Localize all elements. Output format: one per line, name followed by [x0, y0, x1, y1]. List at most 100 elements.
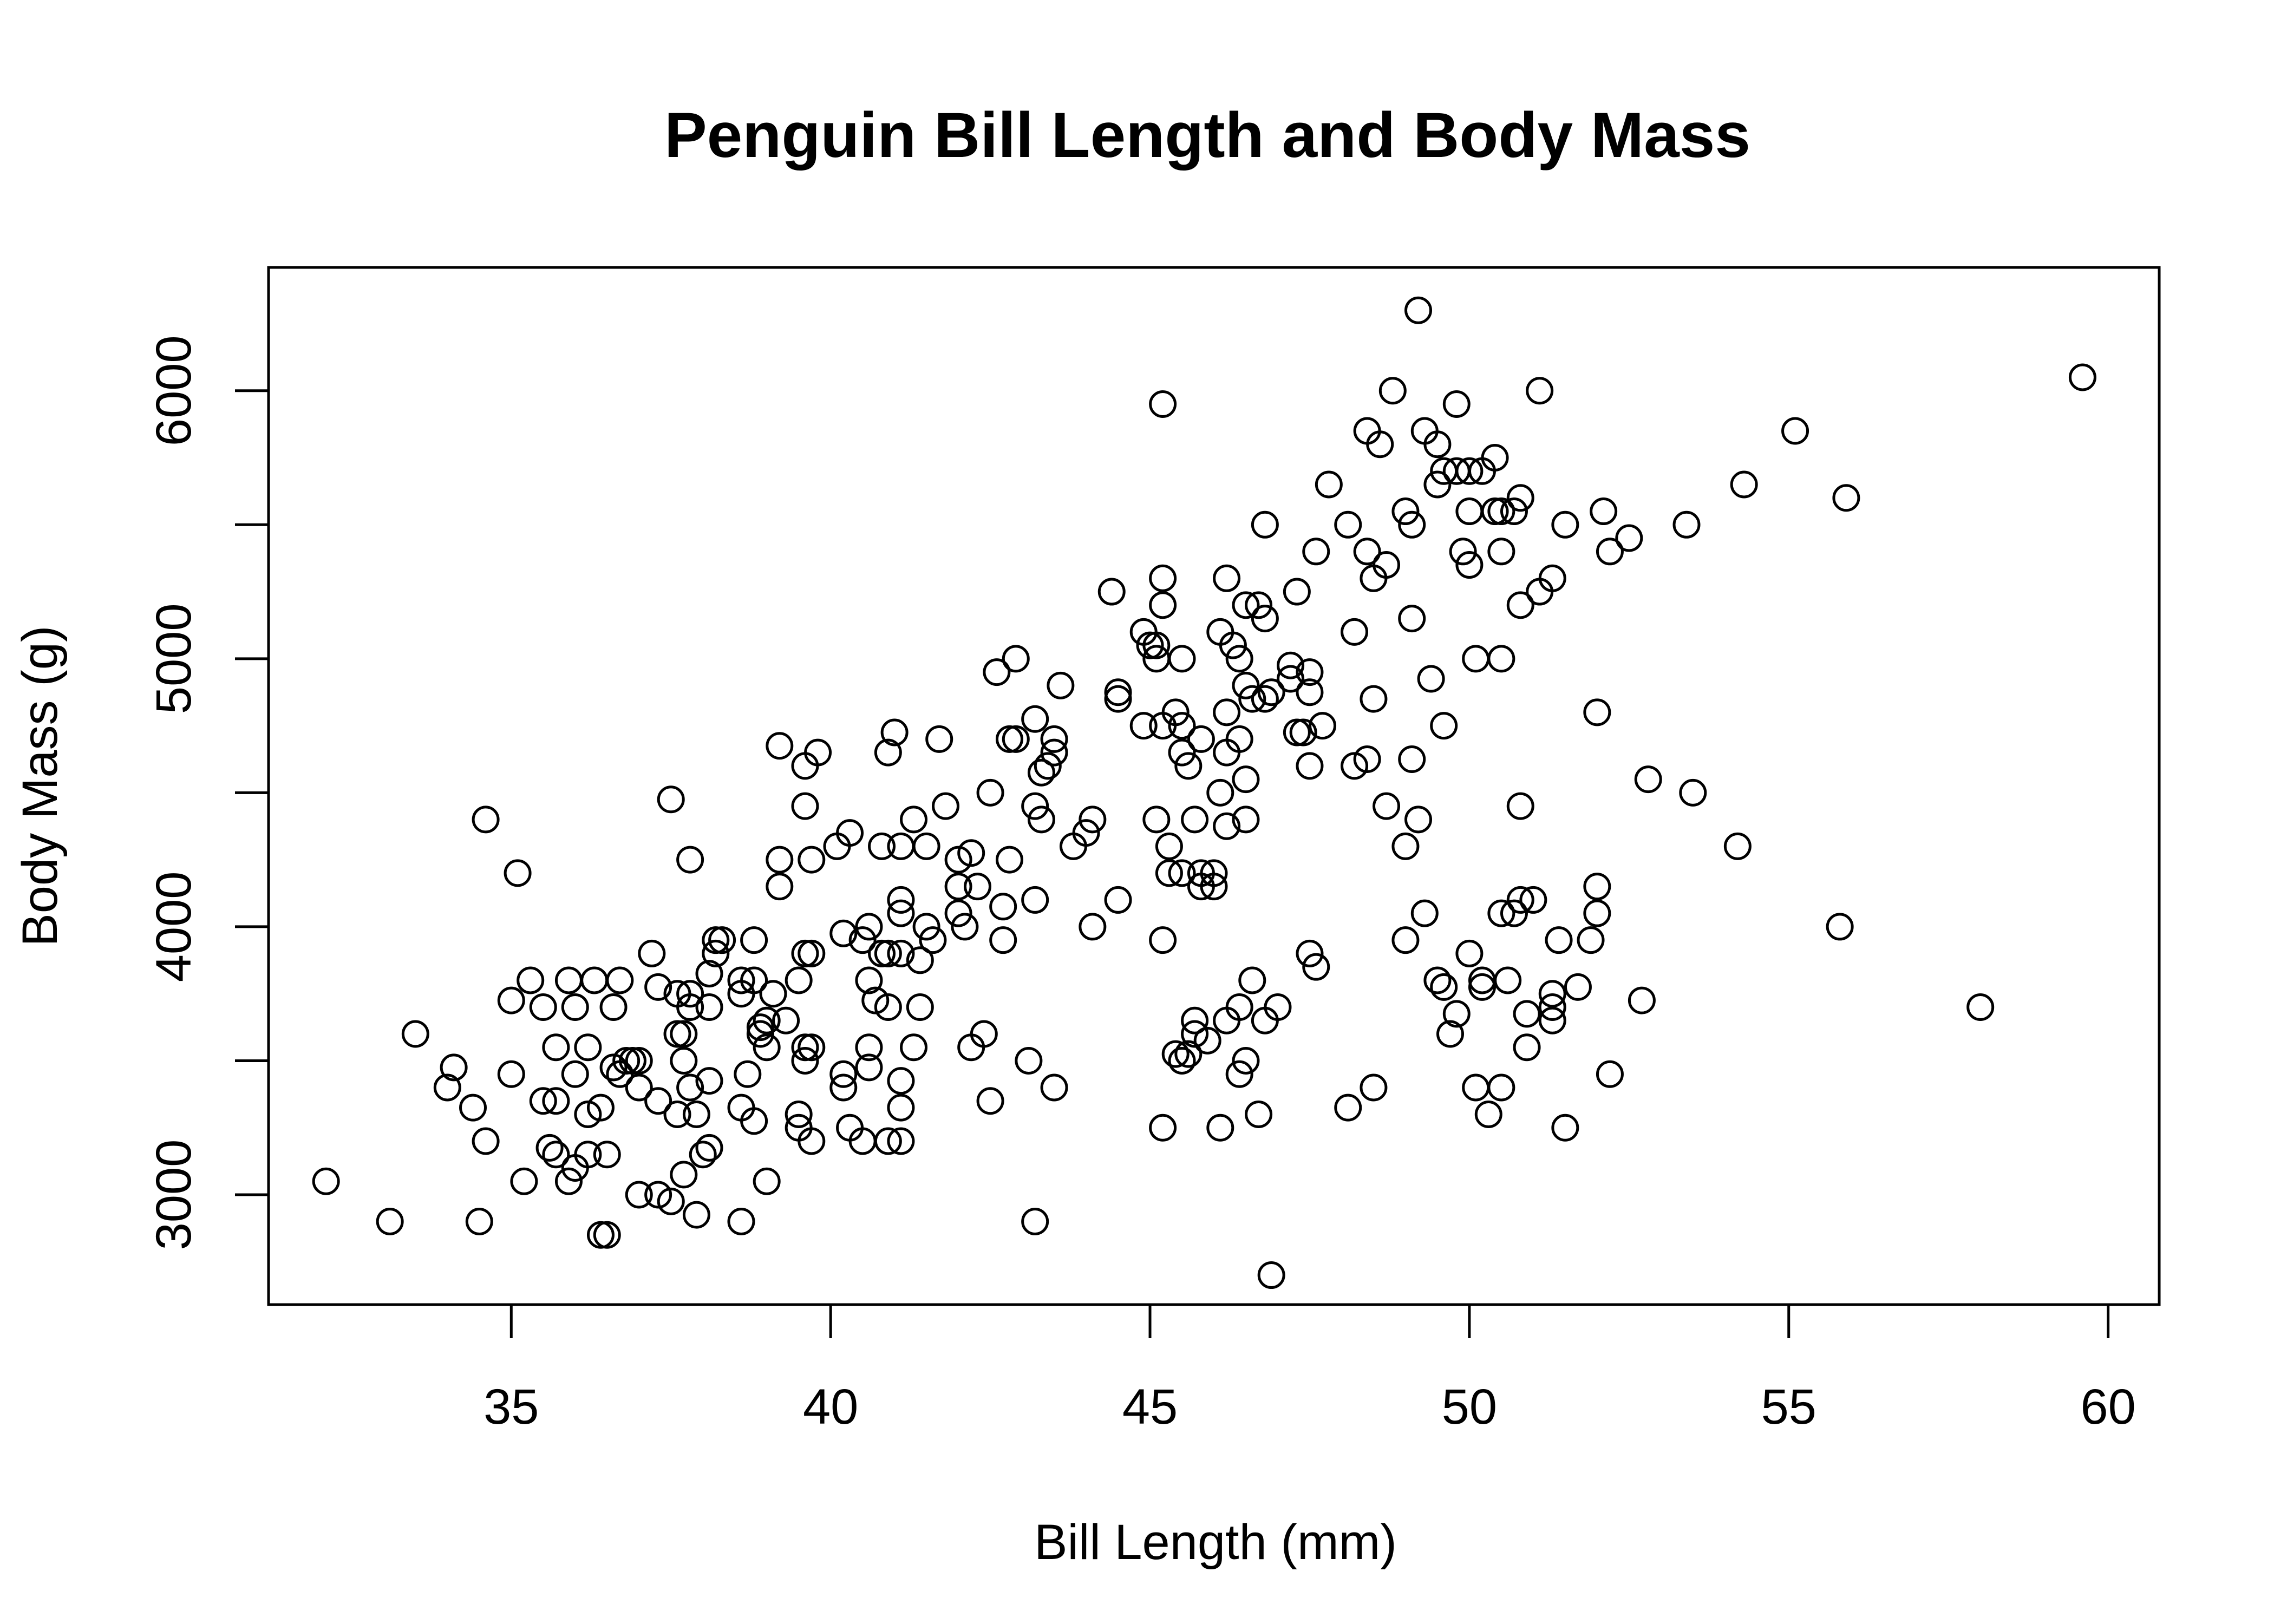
data-point: [798, 846, 826, 874]
data-point: [759, 980, 787, 1008]
data-point: [1168, 712, 1196, 740]
data-point: [1238, 966, 1266, 994]
y-tick-label: 3000: [146, 1140, 201, 1250]
data-points: [312, 296, 2096, 1289]
data-point: [1538, 993, 1566, 1021]
data-point: [1487, 1073, 1515, 1102]
x-tick-label: 55: [1761, 1379, 1816, 1435]
data-point: [1404, 806, 1433, 834]
data-point: [1398, 605, 1426, 633]
data-point: [1723, 832, 1752, 860]
y-tick-label: 6000: [146, 335, 201, 446]
data-point: [727, 966, 755, 994]
data-point: [574, 1141, 602, 1169]
data-point: [804, 738, 832, 767]
data-point: [606, 966, 634, 994]
data-point: [906, 946, 934, 974]
data-point: [1232, 1046, 1260, 1075]
data-point: [459, 1093, 487, 1122]
data-point: [670, 1161, 698, 1189]
data-point: [1506, 591, 1534, 619]
data-point: [465, 1208, 493, 1236]
data-point: [1277, 665, 1305, 693]
data-point: [670, 1046, 698, 1075]
data-point: [1206, 778, 1234, 807]
data-point: [746, 1020, 774, 1048]
data-point: [740, 926, 768, 954]
data-point: [625, 1181, 653, 1209]
data-point: [868, 832, 896, 860]
data-point: [676, 1073, 704, 1102]
data-point: [766, 873, 794, 901]
data-point: [1391, 926, 1420, 954]
data-point: [791, 1046, 819, 1075]
data-point: [433, 1073, 461, 1102]
data-point: [1513, 1000, 1541, 1028]
data-point: [753, 1006, 781, 1034]
data-point: [1168, 859, 1196, 887]
data-point: [1526, 377, 1554, 405]
data-point: [1398, 510, 1426, 539]
data-point: [1353, 745, 1381, 773]
data-point: [887, 899, 915, 927]
data-point: [1538, 564, 1566, 592]
data-point: [791, 939, 819, 967]
data-point: [989, 926, 1017, 954]
data-point: [1027, 806, 1055, 834]
data-point: [1500, 899, 1528, 927]
data-point: [1596, 538, 1624, 566]
data-point: [1129, 712, 1158, 740]
data-point: [906, 993, 934, 1021]
data-point: [1072, 819, 1100, 847]
data-point: [695, 1134, 723, 1162]
data-point: [900, 806, 928, 834]
x-tick-label: 40: [803, 1379, 858, 1435]
data-point: [676, 980, 704, 1008]
data-point: [944, 873, 972, 901]
data-point: [1634, 765, 1662, 794]
data-point: [1449, 538, 1477, 566]
data-point: [574, 1100, 602, 1128]
data-point: [976, 778, 1004, 807]
data-point: [874, 993, 902, 1021]
data-point: [644, 973, 672, 1001]
data-point: [657, 785, 685, 814]
data-point: [1455, 497, 1484, 526]
data-point: [957, 839, 985, 867]
data-point: [791, 792, 819, 820]
data-point: [1251, 510, 1279, 539]
data-point: [695, 1067, 723, 1095]
data-point: [1219, 631, 1247, 659]
data-point: [1296, 752, 1324, 780]
data-point: [1468, 973, 1496, 1001]
plot-frame: [267, 266, 2161, 1306]
data-point: [855, 1053, 883, 1082]
data-point: [440, 1053, 468, 1082]
data-point: [1442, 1000, 1471, 1028]
data-point: [1506, 886, 1534, 914]
data-point: [995, 725, 1023, 753]
data-point: [1519, 886, 1547, 914]
data-point: [855, 913, 883, 941]
data-point: [836, 819, 864, 847]
data-point: [944, 899, 972, 927]
data-point: [1193, 1026, 1221, 1055]
data-point: [1481, 444, 1509, 472]
data-point: [1781, 417, 1809, 445]
data-point: [874, 738, 902, 767]
data-point: [874, 939, 902, 967]
data-point: [1225, 1060, 1253, 1088]
data-point: [829, 919, 858, 947]
data-point: [951, 913, 979, 941]
data-point: [1181, 1020, 1209, 1048]
data-point: [1277, 651, 1305, 679]
data-point: [1161, 1040, 1190, 1068]
data-point: [1423, 470, 1452, 499]
data-point: [542, 1033, 570, 1062]
data-point: [766, 732, 794, 760]
data-point: [1002, 645, 1030, 673]
data-point: [510, 1167, 538, 1195]
data-point: [1168, 645, 1196, 673]
data-point: [1206, 1114, 1234, 1142]
data-point: [593, 1141, 621, 1169]
